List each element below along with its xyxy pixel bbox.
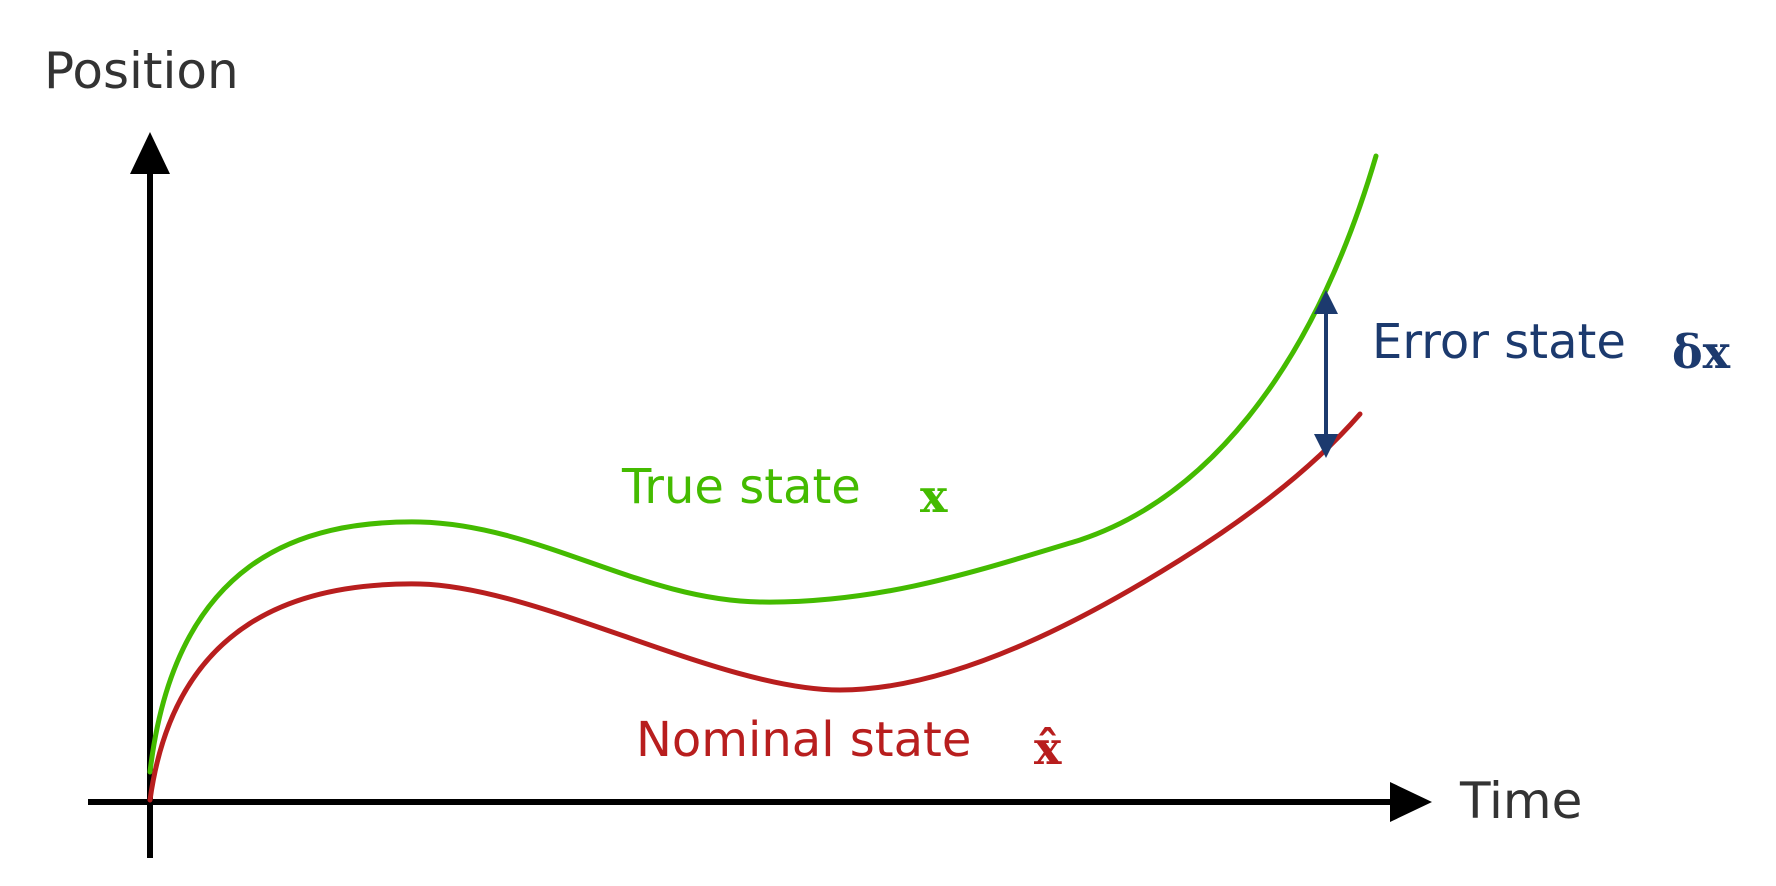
true-state-symbol: x <box>920 469 948 523</box>
nominal-state-curve <box>147 411 1363 803</box>
true-state-label-group: True state x <box>621 459 948 523</box>
x-axis-label: Time <box>1459 772 1582 830</box>
true-state-curve <box>147 153 1379 775</box>
y-axis-arrowhead <box>130 132 170 174</box>
error-state-label: Error state <box>1372 314 1626 370</box>
error-arrow-head-up <box>1314 290 1338 314</box>
nominal-state-label-group: Nominal state x̂ <box>636 712 1062 775</box>
y-axis-label: Position <box>44 42 239 100</box>
x-axis-arrowhead <box>1390 782 1432 822</box>
error-arrow-head-down <box>1314 434 1338 458</box>
error-state-symbol: δx <box>1672 325 1731 379</box>
true-state-label: True state <box>621 459 861 515</box>
nominal-state-symbol: x̂ <box>1034 721 1062 775</box>
axes <box>88 132 1432 858</box>
nominal-state-label: Nominal state <box>636 712 971 768</box>
error-arrow <box>1314 290 1338 458</box>
error-state-label-group: Error state δx <box>1372 314 1731 379</box>
